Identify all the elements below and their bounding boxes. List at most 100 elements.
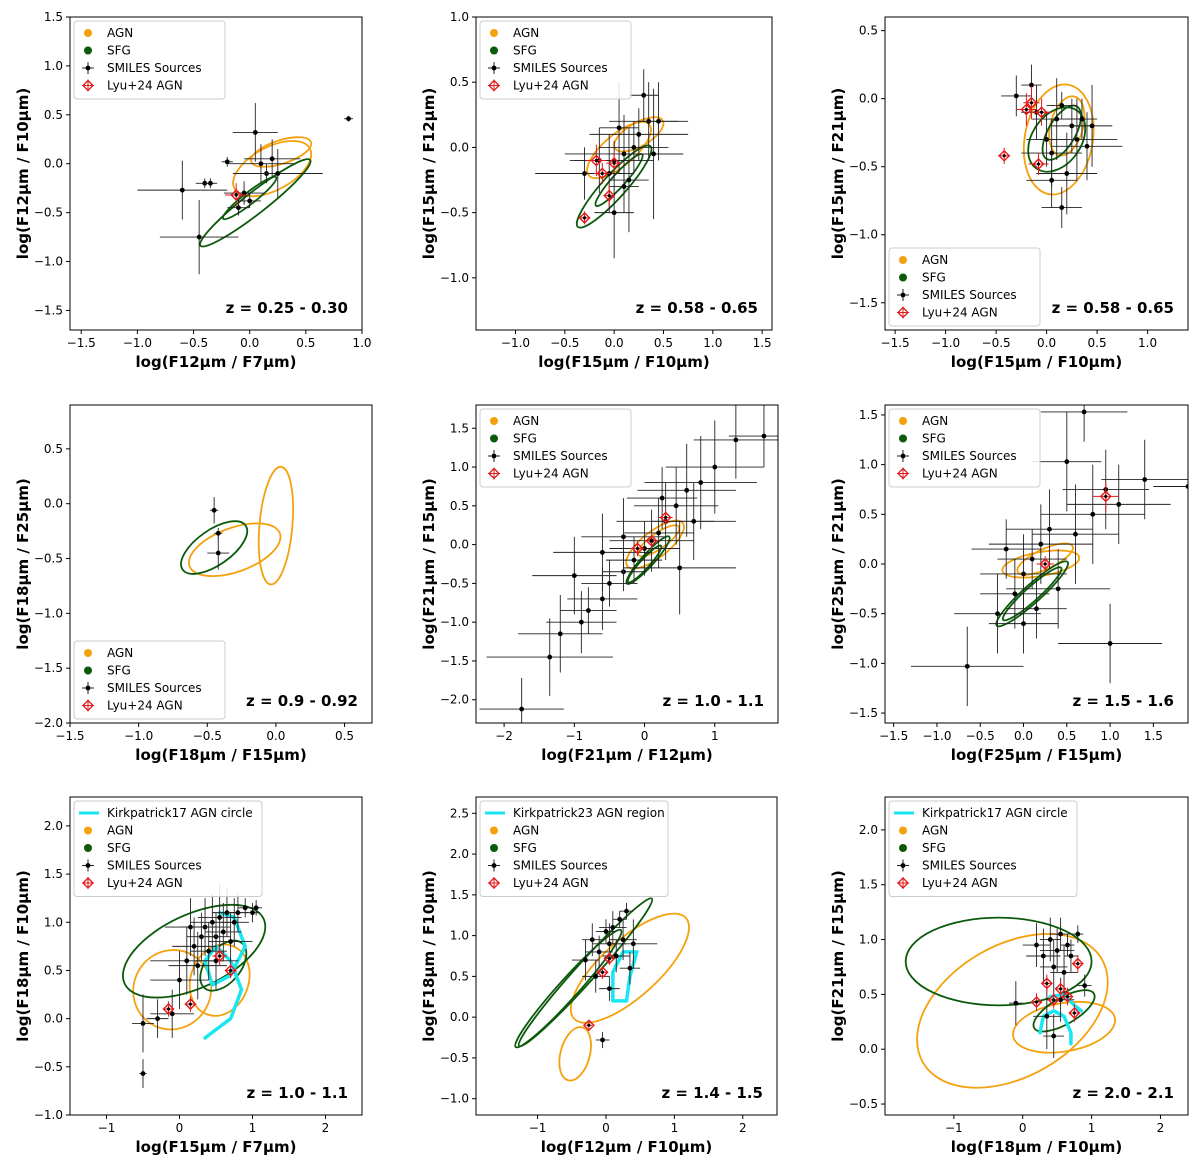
lyu-agn-center <box>1045 981 1049 986</box>
x-tick-label: −0.5 <box>179 336 208 350</box>
smiles-source-point <box>1082 983 1088 989</box>
legend-label: SMILES Sources <box>107 859 202 873</box>
legend-lyu-swatch <box>897 467 909 480</box>
legend: Kirkpatrick17 AGN circle AGN SFG SMILES Sou… <box>73 800 263 897</box>
legend-smiles-swatch <box>900 863 906 868</box>
smiles-source-point <box>1034 606 1039 612</box>
smiles-source-point <box>236 205 241 211</box>
smiles-source-point <box>1012 591 1018 597</box>
lyu-agn-marker <box>1025 96 1038 109</box>
panel-5: −2 −1 0 1 −2.0 −1.5 −1.0 −0.5 0.0 0.5 1.0 1.5 log(F2… <box>420 404 779 764</box>
legend-lyu-swatch <box>488 877 500 889</box>
y-tick-label: 1.5 <box>859 878 878 892</box>
lyu-agn-center <box>1039 110 1044 114</box>
smiles-source-point <box>231 919 237 925</box>
x-tick-label: 1.0 <box>352 336 371 350</box>
legend-smiles-swatch <box>491 453 497 459</box>
lyu-agn-marker <box>1068 1007 1081 1020</box>
y-axis-label: log(F15μm / F12μm) <box>420 88 438 259</box>
sfg-ellipse <box>199 158 312 248</box>
lyu-agn-center <box>229 968 233 973</box>
lyu-agn-marker <box>645 534 658 547</box>
smiles-source-point <box>224 159 230 165</box>
x-tick-label: −0.5 <box>193 729 222 743</box>
y-tick-label: −1.0 <box>849 656 878 670</box>
smiles-source-point <box>1058 931 1064 937</box>
x-tick-label: 0.0 <box>1037 336 1056 350</box>
smiles-source-point <box>656 530 662 536</box>
legend-box <box>888 800 1078 897</box>
y-tick-label: 0.0 <box>450 538 469 552</box>
legend-agn-swatch <box>84 826 92 835</box>
legend-label: SMILES Sources <box>922 859 1017 873</box>
legend-label: SMILES Sources <box>922 449 1017 463</box>
smiles-source-point <box>1047 526 1052 532</box>
smiles-source-point <box>1034 942 1039 948</box>
y-tick-label: 1.0 <box>450 929 469 943</box>
legend-label: AGN <box>107 646 133 660</box>
plot-content <box>180 465 294 586</box>
lyu-agn-center <box>612 161 616 165</box>
panel-7: −1 0 1 2 −1.0 −0.5 0.0 0.5 1.0 1.5 2.0 log(F15μm / … <box>14 796 363 1156</box>
x-tick-label: −1.5 <box>879 729 908 743</box>
legend-smiles-swatch <box>85 65 91 71</box>
y-tick-label: 0.5 <box>44 963 63 977</box>
x-tick-label: −1.0 <box>931 336 960 350</box>
x-tick-label: −1.0 <box>922 729 951 743</box>
y-tick-label: 0.5 <box>859 507 878 521</box>
legend: AGN SFG SMILES Sources Lyu+24 AGN <box>888 247 1041 327</box>
lyu-agn-center <box>1002 154 1006 158</box>
smiles-source-point <box>1021 571 1026 577</box>
legend-agn-swatch <box>899 826 907 835</box>
y-tick-label: −2.0 <box>34 716 63 730</box>
agn-ellipse <box>569 912 690 1024</box>
x-tick-label: 0.5 <box>654 336 673 350</box>
smiles-source-point <box>247 198 253 204</box>
lyu-agn-marker <box>1061 990 1074 1003</box>
legend-smiles-swatch <box>85 685 91 691</box>
legend-lyu-swatch <box>82 79 94 92</box>
smiles-source-point <box>1075 931 1081 937</box>
x-tick-label: −1.0 <box>501 336 530 350</box>
smiles-source-point <box>631 145 637 150</box>
legend: Kirkpatrick17 AGN circle AGN SFG SMILES Sou… <box>888 800 1078 897</box>
smiles-source-point <box>250 910 255 916</box>
smiles-source-point <box>258 161 264 167</box>
y-tick-label: −1.5 <box>849 296 878 310</box>
smiles-source-point <box>1089 123 1095 129</box>
agn-ellipse <box>916 933 1109 1089</box>
lyu-agn-marker <box>578 211 591 224</box>
smiles-source-point <box>578 619 584 625</box>
legend-box <box>73 800 263 897</box>
legend-label: Lyu+24 AGN <box>107 79 183 93</box>
y-tick-label: −0.5 <box>440 1051 469 1065</box>
smiles-source-point <box>1051 1033 1057 1039</box>
y-axis-label: log(F25μm / F21μm) <box>829 478 847 649</box>
lyu-agn-center <box>635 546 640 551</box>
smiles-source-point <box>620 937 626 943</box>
lyu-agn-marker <box>596 167 609 180</box>
x-tick-label: 0.5 <box>335 729 354 743</box>
smiles-source-point <box>617 916 623 922</box>
y-tick-label: 2.0 <box>859 823 878 837</box>
smiles-source-point <box>196 234 202 240</box>
legend-lyu-swatch <box>897 306 909 319</box>
smiles-source-point <box>1064 459 1070 465</box>
y-tick-label: −1.0 <box>440 1092 469 1106</box>
smiles-source-point <box>1090 511 1096 517</box>
lyu-agn-marker <box>596 966 609 979</box>
smiles-source-point <box>1142 477 1148 482</box>
x-tick-label: 1 <box>711 729 719 743</box>
lyu-agn-center <box>166 1007 171 1011</box>
lyu-agn-center <box>1104 494 1108 499</box>
lyu-agn-marker <box>590 154 603 167</box>
smiles-source-point <box>589 937 595 943</box>
sfg-ellipse <box>626 544 663 584</box>
legend-label: Lyu+24 AGN <box>922 306 998 320</box>
smiles-source-point <box>188 924 193 930</box>
x-axis-label: log(F21μm / F12μm) <box>541 746 712 764</box>
legend-label: Lyu+24 AGN <box>107 876 183 890</box>
lyu-agn-center <box>664 515 668 520</box>
legend-label: SMILES Sources <box>513 449 608 463</box>
